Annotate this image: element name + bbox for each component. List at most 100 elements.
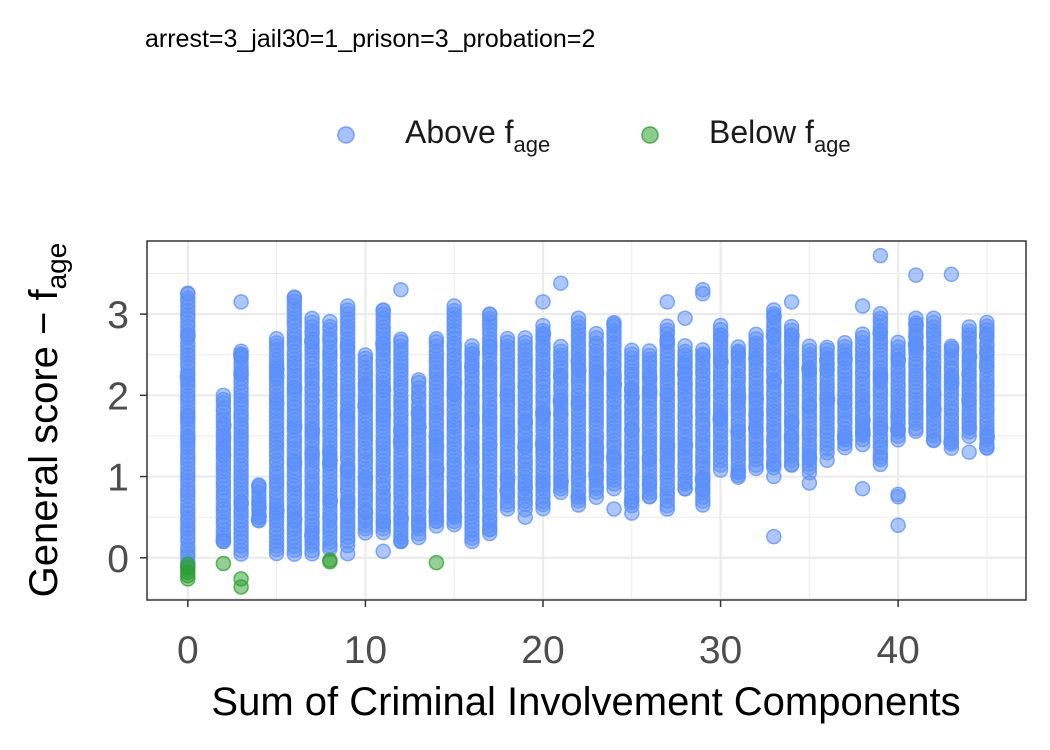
data-point-above [819, 339, 835, 356]
data-point-above [251, 500, 267, 516]
legend-label-below: Below fage [709, 114, 851, 157]
data-point-above [747, 420, 764, 437]
data-point-above [215, 440, 232, 456]
data-point-above [410, 372, 427, 388]
data-point-above [712, 462, 729, 478]
data-point-above [588, 364, 605, 381]
data-point-above [286, 380, 303, 396]
data-point-above [233, 294, 249, 310]
data-point-above [961, 419, 978, 436]
data-point-above [499, 387, 515, 403]
data-point-above [429, 461, 445, 478]
data-point-above [854, 399, 871, 415]
data-point-above [641, 489, 658, 505]
legend-label-below-main: Below f [709, 114, 814, 150]
data-point-above [375, 382, 392, 399]
data-point-above [961, 348, 978, 365]
data-point-above [979, 344, 995, 361]
plot-panel-border [146, 240, 1027, 601]
data-point-above [375, 407, 392, 423]
data-point-above [730, 344, 746, 361]
y-tick-label: 0 [107, 538, 129, 581]
data-point-above [642, 383, 658, 400]
data-point-above [961, 392, 977, 408]
data-point-above [659, 438, 676, 454]
data-point-above [801, 398, 818, 414]
data-point-above [713, 327, 729, 343]
data-point-above [588, 440, 605, 457]
data-point-above [535, 326, 552, 342]
data-point-above [286, 454, 303, 471]
data-point-above [517, 414, 534, 430]
data-point-above [303, 527, 320, 544]
data-point-above [375, 543, 391, 560]
data-point-above [889, 421, 906, 437]
y-axis-label: General score − fage [22, 243, 72, 598]
data-point-above [979, 440, 995, 456]
data-point-above [553, 338, 569, 355]
data-point-above [961, 366, 977, 382]
data-point-above [517, 480, 533, 496]
data-point-above [233, 495, 249, 511]
data-point-above [784, 414, 800, 431]
data-point-above [482, 436, 498, 453]
data-point-above [659, 294, 676, 310]
data-point-above [339, 407, 355, 423]
data-point-above [801, 475, 818, 491]
data-point-above [925, 360, 942, 377]
data-point-above [766, 373, 783, 389]
data-point-above [428, 513, 445, 529]
data-point-above [694, 472, 711, 488]
data-point-above [304, 310, 320, 327]
data-point-above [766, 528, 782, 545]
data-point-above [464, 359, 480, 375]
legend-label-above: Above fage [405, 114, 550, 157]
data-point-above [624, 389, 640, 406]
data-point-above [215, 533, 232, 550]
data-point-above [322, 493, 339, 509]
data-point-above [464, 411, 480, 428]
data-point-above [588, 325, 605, 342]
data-point-above [801, 338, 818, 354]
data-point-above [890, 517, 906, 534]
data-point-above [783, 353, 800, 370]
x-tick-label: 20 [521, 629, 564, 672]
data-point-above [499, 330, 516, 347]
data-point-above [748, 391, 765, 407]
data-point-above [837, 351, 853, 367]
series-below [180, 552, 445, 595]
data-point-above [322, 452, 338, 468]
data-point-above [908, 310, 924, 326]
data-point-above [605, 450, 622, 466]
data-point-above [890, 334, 906, 351]
data-point-below [233, 579, 249, 595]
data-point-above [357, 504, 374, 521]
data-point-above [481, 408, 498, 425]
data-point-above [659, 318, 676, 335]
data-point-above [410, 529, 427, 546]
data-point-above [482, 360, 498, 376]
data-point-above [624, 342, 640, 359]
data-point-above [499, 482, 515, 499]
data-point-below [428, 554, 445, 571]
data-point-above [481, 306, 498, 322]
data-point-above [570, 497, 587, 513]
data-point-above [570, 395, 586, 411]
data-point-above [553, 407, 569, 423]
data-point-above [783, 456, 800, 473]
data-point-above [748, 326, 764, 343]
data-point-above [641, 475, 658, 492]
data-point-above [339, 545, 356, 562]
data-point-above [339, 338, 356, 355]
data-point-above [641, 343, 658, 359]
data-point-above [464, 533, 480, 550]
data-point-above [801, 450, 818, 466]
data-point-above [677, 480, 693, 497]
data-point-above [677, 376, 693, 392]
data-point-above [943, 266, 960, 283]
data-point-above [925, 432, 942, 448]
data-point-above [890, 408, 906, 424]
data-point-above [730, 389, 747, 405]
data-point-above [854, 326, 871, 342]
